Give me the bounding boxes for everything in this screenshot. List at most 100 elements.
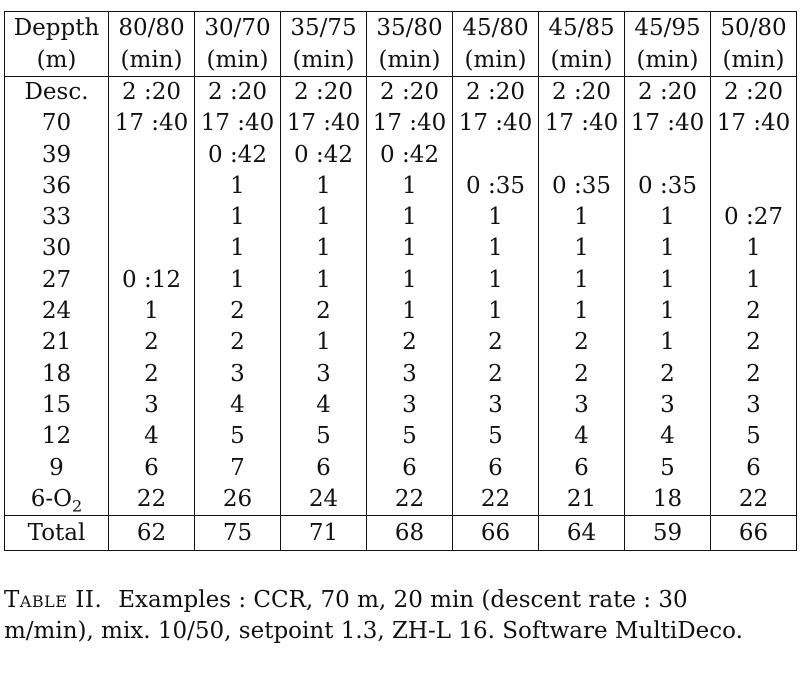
time-cell: 3 xyxy=(280,358,367,390)
time-cell: 2 xyxy=(710,296,797,328)
header-mix: 45/80 xyxy=(452,11,539,44)
time-cell: 1 xyxy=(108,296,195,328)
time-cell: 17 :40 xyxy=(624,108,711,140)
time-cell: 7 xyxy=(194,452,281,484)
unit-cell: (min) xyxy=(452,44,539,77)
time-cell: 1 xyxy=(538,233,625,265)
time-cell: 66 xyxy=(710,515,797,551)
caption-label: Table II. xyxy=(4,587,103,613)
time-cell: 0 :27 xyxy=(710,202,797,234)
time-cell: 24 xyxy=(280,483,367,516)
depth-cell: 30 xyxy=(4,233,109,265)
header-mix: 45/85 xyxy=(538,11,625,44)
time-cell: 1 xyxy=(366,202,453,234)
table-row: 36 1 1 1 0 :35 0 :35 0 :35 xyxy=(4,170,797,203)
time-cell xyxy=(108,139,195,171)
time-cell: 1 xyxy=(194,170,281,203)
time-cell: 5 xyxy=(452,421,539,453)
time-cell: 22 xyxy=(452,483,539,516)
table-row: 27 0 :12 1 1 1 1 1 1 1 xyxy=(4,264,797,297)
unit-cell: (min) xyxy=(624,44,711,77)
time-cell: 1 xyxy=(366,233,453,265)
depth-cell: 36 xyxy=(4,170,109,203)
time-cell: 1 xyxy=(366,264,453,297)
table-row: 24 1 2 2 1 1 1 1 2 xyxy=(4,296,797,328)
time-cell: 62 xyxy=(108,515,195,551)
time-cell: 68 xyxy=(366,515,453,551)
time-cell: 1 xyxy=(452,202,539,234)
time-cell: 1 xyxy=(366,296,453,328)
decompression-table: Deppth 80/80 30/70 35/75 35/80 45/80 45/… xyxy=(4,11,797,552)
time-cell: 3 xyxy=(452,389,539,422)
unit-cell: (min) xyxy=(280,44,367,77)
time-cell: 0 :42 xyxy=(366,139,453,171)
time-cell: 3 xyxy=(366,389,453,422)
depth-cell: 6-O2 xyxy=(4,483,109,516)
time-cell: 2 xyxy=(194,327,281,359)
time-cell: 4 xyxy=(624,421,711,453)
time-cell: 1 xyxy=(194,202,281,234)
depth-cell: 18 xyxy=(4,358,109,390)
time-cell: 66 xyxy=(452,515,539,551)
time-cell: 1 xyxy=(452,233,539,265)
time-cell: 71 xyxy=(280,515,367,551)
time-cell: 1 xyxy=(538,202,625,234)
depth-cell: 15 xyxy=(4,389,109,422)
time-cell: 1 xyxy=(452,264,539,297)
time-cell: 5 xyxy=(366,421,453,453)
unit-cell: (min) xyxy=(194,44,281,77)
table-row: 70 17 :40 17 :40 17 :40 17 :40 17 :40 17 :40 17… xyxy=(4,108,797,140)
time-cell: 1 xyxy=(280,170,367,203)
header-row-units: (m) (min) (min) (min) (min) (min) (min) … xyxy=(4,44,797,77)
time-cell: 2 :20 xyxy=(280,76,367,109)
table-row: 12 4 5 5 5 5 4 4 5 xyxy=(4,421,797,453)
time-cell: 1 xyxy=(280,327,367,359)
time-cell: 2 :20 xyxy=(452,76,539,109)
header-row-mix: Deppth 80/80 30/70 35/75 35/80 45/80 45/… xyxy=(4,11,797,44)
time-cell: 2 :20 xyxy=(108,76,195,109)
time-cell: 4 xyxy=(280,389,367,422)
time-cell: 17 :40 xyxy=(538,108,625,140)
time-cell: 3 xyxy=(108,389,195,422)
time-cell: 6 xyxy=(538,452,625,484)
time-cell: 1 xyxy=(624,264,711,297)
header-mix: 50/80 xyxy=(710,11,797,44)
header-mix: 35/80 xyxy=(366,11,453,44)
time-cell: 1 xyxy=(624,233,711,265)
time-cell: 1 xyxy=(624,296,711,328)
time-cell: 1 xyxy=(194,264,281,297)
unit-cell: (min) xyxy=(538,44,625,77)
time-cell: 17 :40 xyxy=(108,108,195,140)
time-cell xyxy=(538,139,625,171)
time-cell: 1 xyxy=(624,202,711,234)
total-row: Total 62 75 71 68 66 64 59 66 xyxy=(4,515,797,551)
time-cell: 0 :35 xyxy=(452,170,539,203)
table-caption: Table II. Examples : CCR, 70 m, 20 min (d… xyxy=(4,585,774,647)
time-cell: 1 xyxy=(452,296,539,328)
time-cell: 0 :42 xyxy=(194,139,281,171)
time-cell: 1 xyxy=(280,202,367,234)
caption-text: Examples : CCR, 70 m, 20 min (descent ra… xyxy=(4,587,743,644)
time-cell: 1 xyxy=(194,233,281,265)
time-cell: 17 :40 xyxy=(452,108,539,140)
table-row: 21 2 2 1 2 2 2 1 2 xyxy=(4,327,797,359)
table-body: Desc. 2 :20 2 :20 2 :20 2 :20 2 :20 2 :20 2 :20… xyxy=(4,76,797,551)
time-cell: 26 xyxy=(194,483,281,516)
time-cell: 5 xyxy=(194,421,281,453)
time-cell: 2 xyxy=(710,327,797,359)
depth-cell: 33 xyxy=(4,202,109,234)
time-cell: 4 xyxy=(194,389,281,422)
time-cell: 1 xyxy=(366,170,453,203)
time-cell: 2 xyxy=(280,296,367,328)
time-cell: 0 :35 xyxy=(624,170,711,203)
time-cell xyxy=(108,202,195,234)
time-cell: 5 xyxy=(710,421,797,453)
time-cell xyxy=(108,233,195,265)
time-cell: 6 xyxy=(366,452,453,484)
time-cell: 2 xyxy=(108,358,195,390)
depth-cell: 24 xyxy=(4,296,109,328)
depth-cell: 21 xyxy=(4,327,109,359)
table-row: 30 1 1 1 1 1 1 1 xyxy=(4,233,797,265)
time-cell xyxy=(710,139,797,171)
